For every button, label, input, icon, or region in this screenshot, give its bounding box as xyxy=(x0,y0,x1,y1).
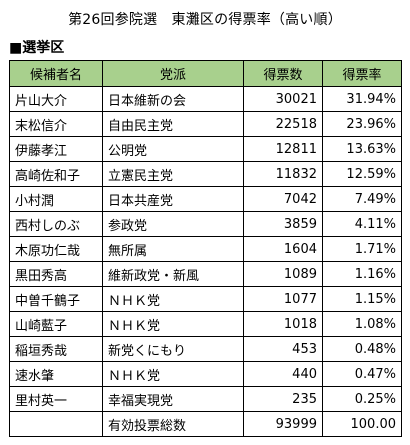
candidate-name: 木原功仁哉 xyxy=(9,236,103,262)
table-row: 里村英一 幸福実現党 235 0.25% xyxy=(9,386,402,412)
party-name: ＮＨＫ党 xyxy=(102,286,244,312)
total-row: 有効投票総数 93999 100.00 xyxy=(9,411,402,437)
vote-rate: 0.47% xyxy=(322,361,402,387)
party-name: 自由民主党 xyxy=(102,111,244,137)
table-row: 中曽千鶴子 ＮＨＫ党 1077 1.15% xyxy=(9,286,402,312)
vote-rate: 7.49% xyxy=(322,186,402,212)
candidate-name: 黒田秀高 xyxy=(9,261,103,287)
candidate-name: 中曽千鶴子 xyxy=(9,286,103,312)
party-name: 無所属 xyxy=(102,236,244,262)
party-name: 立憲民主党 xyxy=(102,161,244,187)
vote-rate: 4.11% xyxy=(322,211,402,237)
vote-count: 12811 xyxy=(243,136,323,162)
vote-rate: 0.48% xyxy=(322,336,402,362)
candidate-name: 小村潤 xyxy=(9,186,103,212)
candidate-name: 伊藤孝江 xyxy=(9,136,103,162)
total-votes: 93999 xyxy=(243,411,323,437)
table-row: 伊藤孝江 公明党 12811 13.63% xyxy=(9,136,402,162)
table-row: 速水肇 ＮＨＫ党 440 0.47% xyxy=(9,361,402,387)
vote-count: 1018 xyxy=(243,311,323,337)
page-title: 第26回参院選 東灘区の得票率（高い順） xyxy=(68,12,342,28)
vote-rate: 1.71% xyxy=(322,236,402,262)
party-name: ＮＨＫ党 xyxy=(102,311,244,337)
candidate-name: 西村しのぶ xyxy=(9,211,103,237)
table-row: 木原功仁哉 無所属 1604 1.71% xyxy=(9,236,402,262)
header-votes: 得票数 xyxy=(243,60,323,87)
vote-count: 440 xyxy=(243,361,323,387)
results-table: 候補者名 党派 得票数 得票率 片山大介 日本維新の会 30021 31.94% 末松信… xyxy=(9,60,402,437)
header-candidate: 候補者名 xyxy=(9,60,103,87)
header-row: 候補者名 党派 得票数 得票率 xyxy=(9,60,402,87)
vote-rate: 1.16% xyxy=(322,261,402,287)
section-label: ■選挙区 xyxy=(9,40,65,56)
vote-count: 30021 xyxy=(243,86,323,112)
vote-rate: 13.63% xyxy=(322,136,402,162)
party-name: 日本共産党 xyxy=(102,186,244,212)
vote-count: 235 xyxy=(243,386,323,412)
vote-rate: 1.08% xyxy=(322,311,402,337)
candidate-name: 稲垣秀哉 xyxy=(9,336,103,362)
header-party: 党派 xyxy=(102,60,244,87)
table-row: 黒田秀高 維新政党・新風 1089 1.16% xyxy=(9,261,402,287)
vote-count: 7042 xyxy=(243,186,323,212)
vote-count: 11832 xyxy=(243,161,323,187)
vote-rate: 1.15% xyxy=(322,286,402,312)
table-row: 山崎藍子 ＮＨＫ党 1018 1.08% xyxy=(9,311,402,337)
vote-count: 1604 xyxy=(243,236,323,262)
party-name: 参政党 xyxy=(102,211,244,237)
party-name: 新党くにもり xyxy=(102,336,244,362)
vote-count: 3859 xyxy=(243,211,323,237)
table-row: 片山大介 日本維新の会 30021 31.94% xyxy=(9,86,402,112)
candidate-name: 片山大介 xyxy=(9,86,103,112)
candidate-name: 里村英一 xyxy=(9,386,103,412)
candidate-name: 速水肇 xyxy=(9,361,103,387)
vote-rate: 23.96% xyxy=(322,111,402,137)
table-row: 西村しのぶ 参政党 3859 4.11% xyxy=(9,211,402,237)
vote-rate: 0.25% xyxy=(322,386,402,412)
table-row: 小村潤 日本共産党 7042 7.49% xyxy=(9,186,402,212)
vote-count: 453 xyxy=(243,336,323,362)
header-rate: 得票率 xyxy=(322,60,402,87)
table-row: 稲垣秀哉 新党くにもり 453 0.48% xyxy=(9,336,402,362)
party-name: 日本維新の会 xyxy=(102,86,244,112)
candidate-name: 山崎藍子 xyxy=(9,311,103,337)
total-rate: 100.00 xyxy=(322,411,402,437)
candidate-name: 末松信介 xyxy=(9,111,103,137)
party-name: ＮＨＫ党 xyxy=(102,361,244,387)
party-name: 公明党 xyxy=(102,136,244,162)
table-row: 高崎佐和子 立憲民主党 11832 12.59% xyxy=(9,161,402,187)
party-name: 維新政党・新風 xyxy=(102,261,244,287)
vote-rate: 12.59% xyxy=(322,161,402,187)
candidate-name: 高崎佐和子 xyxy=(9,161,103,187)
vote-count: 1089 xyxy=(243,261,323,287)
vote-rate: 31.94% xyxy=(322,86,402,112)
vote-count: 1077 xyxy=(243,286,323,312)
party-name: 幸福実現党 xyxy=(102,386,244,412)
total-blank-cell xyxy=(9,411,103,437)
total-label: 有効投票総数 xyxy=(102,411,244,437)
table-row: 末松信介 自由民主党 22518 23.96% xyxy=(9,111,402,137)
vote-count: 22518 xyxy=(243,111,323,137)
